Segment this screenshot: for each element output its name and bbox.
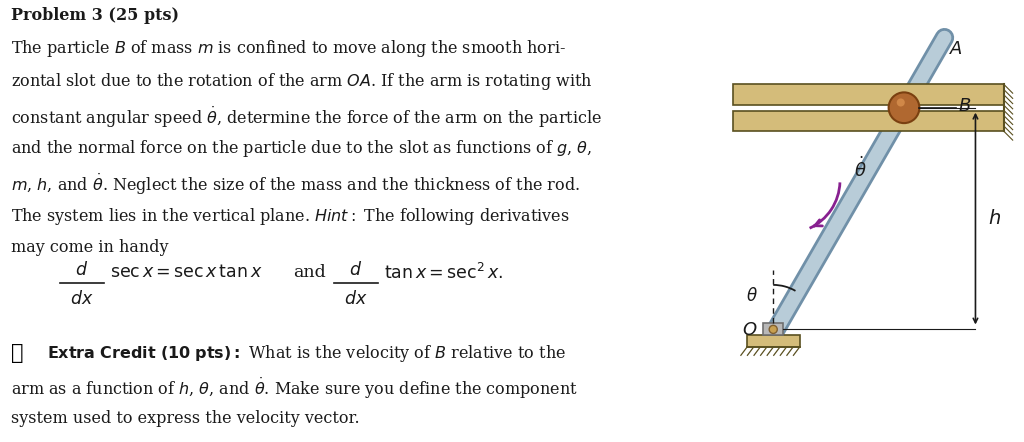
Text: system used to express the velocity vector.: system used to express the velocity vect… — [11, 410, 360, 427]
Circle shape — [897, 99, 905, 107]
Text: $\tan x = \sec^2 x.$: $\tan x = \sec^2 x.$ — [384, 263, 504, 283]
Text: and the normal force on the particle due to the slot as functions of $g$, $\thet: and the normal force on the particle due… — [11, 138, 592, 160]
Text: $\mathbf{Extra\ Credit\ (10\ pts):}$ What is the velocity of $\mathit{B}$ relati: $\mathbf{Extra\ Credit\ (10\ pts):}$ Wha… — [47, 343, 566, 364]
Text: $A$: $A$ — [949, 40, 964, 58]
Text: $d$: $d$ — [349, 261, 362, 279]
Text: and: and — [293, 264, 326, 281]
Text: $dx$: $dx$ — [344, 290, 368, 308]
Text: $O$: $O$ — [742, 321, 758, 339]
Text: may come in handy: may come in handy — [11, 239, 169, 256]
Text: $d$: $d$ — [76, 261, 88, 279]
Text: Problem 3 (25 pts): Problem 3 (25 pts) — [11, 7, 179, 23]
Text: 🦄: 🦄 — [11, 343, 24, 362]
Polygon shape — [746, 335, 800, 347]
Text: $\mathit{m}$, $\mathit{h}$, and $\dot{\theta}$. Neglect the size of the mass and: $\mathit{m}$, $\mathit{h}$, and $\dot{\t… — [11, 172, 581, 197]
Text: $B$: $B$ — [957, 97, 971, 115]
Polygon shape — [763, 323, 783, 335]
Circle shape — [769, 325, 777, 333]
Polygon shape — [733, 84, 1004, 104]
Text: The particle $\mathit{B}$ of mass $\mathit{m}$ is confined to move along the smo: The particle $\mathit{B}$ of mass $\math… — [11, 38, 566, 59]
Text: The system lies in the vertical plane. $\mathit{Hint:}$ The following derivative: The system lies in the vertical plane. $… — [11, 206, 570, 227]
Text: arm as a function of $h$, $\theta$, and $\dot{\theta}$. Make sure you define the: arm as a function of $h$, $\theta$, and … — [11, 376, 579, 401]
Text: $\theta$: $\theta$ — [746, 287, 758, 305]
Text: zontal slot due to the rotation of the arm $\mathit{OA}$. If the arm is rotating: zontal slot due to the rotation of the a… — [11, 71, 593, 92]
Text: $h$: $h$ — [987, 209, 1000, 228]
Text: $dx$: $dx$ — [70, 290, 93, 308]
Text: $\dot{\theta}$: $\dot{\theta}$ — [854, 156, 866, 181]
Text: $\sec x = \sec x\, \tan x$: $\sec x = \sec x\, \tan x$ — [111, 264, 263, 281]
Circle shape — [889, 92, 920, 123]
Text: constant angular speed $\dot{\theta}$, determine the force of the arm on the par: constant angular speed $\dot{\theta}$, d… — [11, 105, 602, 130]
Polygon shape — [733, 111, 1004, 131]
